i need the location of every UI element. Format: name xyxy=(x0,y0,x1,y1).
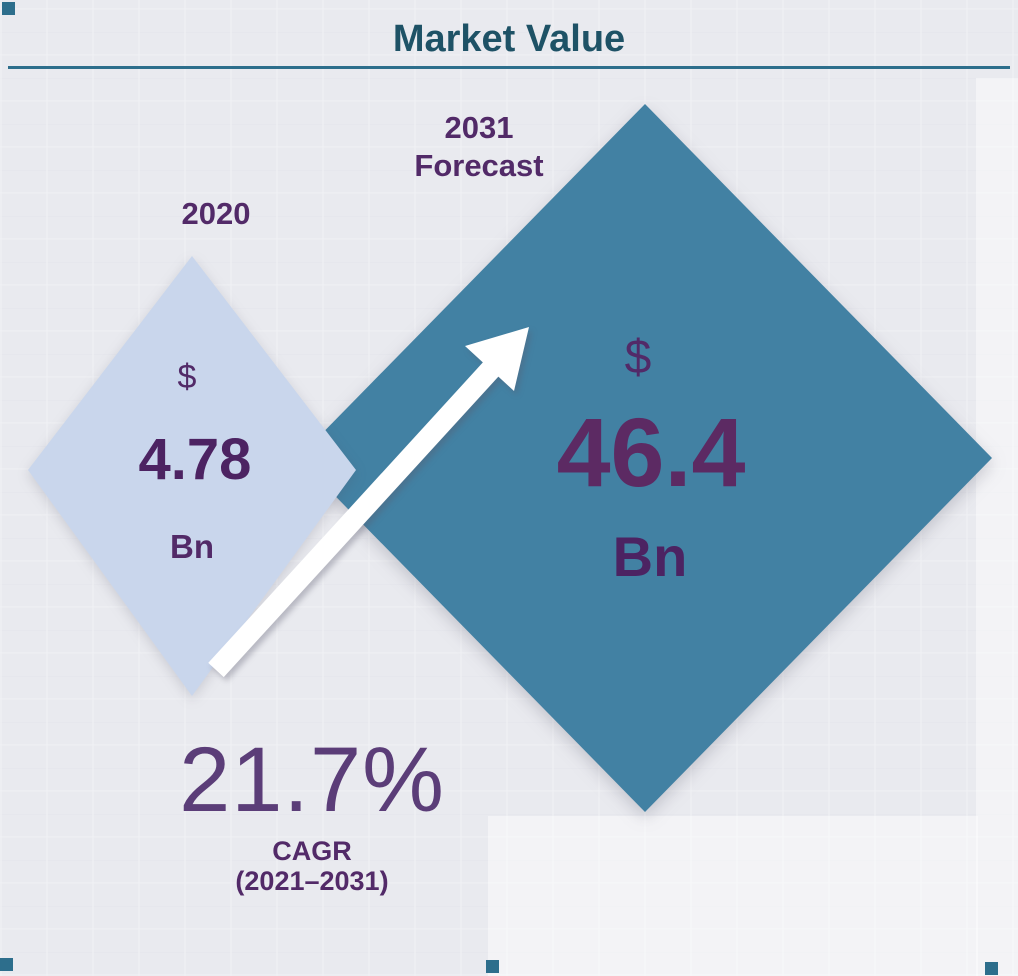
market-value-2031: 46.4 xyxy=(556,398,746,507)
corner-mark-bottom-middle xyxy=(486,960,499,973)
label-year-2031: 2031 xyxy=(444,110,514,145)
title-divider xyxy=(8,66,1010,69)
label-year-2020: 2020 xyxy=(181,196,251,231)
diamond-2020-shape xyxy=(28,256,356,696)
background-highlight-bottom xyxy=(488,816,978,976)
diamond-2031-shape xyxy=(298,104,992,812)
unit-2031: Bn xyxy=(612,525,688,588)
label-forecast: Forecast xyxy=(414,148,544,183)
unit-2020: Bn xyxy=(170,528,214,565)
cagr-label: CAGR xyxy=(272,836,352,866)
market-value-2020: 4.78 xyxy=(138,427,252,492)
cagr-period: (2021–2031) xyxy=(235,866,389,896)
corner-mark-bottom-right xyxy=(985,962,998,975)
page-title: Market Value xyxy=(392,18,626,60)
currency-symbol-2020: $ xyxy=(177,358,197,396)
currency-symbol-2031: $ xyxy=(624,331,652,384)
corner-mark-top-left xyxy=(2,2,15,15)
background-highlight-right xyxy=(976,78,1018,976)
corner-mark-bottom-left xyxy=(0,958,13,971)
growth-arrow xyxy=(208,327,529,678)
growth-arrow-head xyxy=(465,327,529,391)
growth-arrow-shaft xyxy=(208,360,500,678)
cagr-value: 21.7% xyxy=(179,729,445,831)
